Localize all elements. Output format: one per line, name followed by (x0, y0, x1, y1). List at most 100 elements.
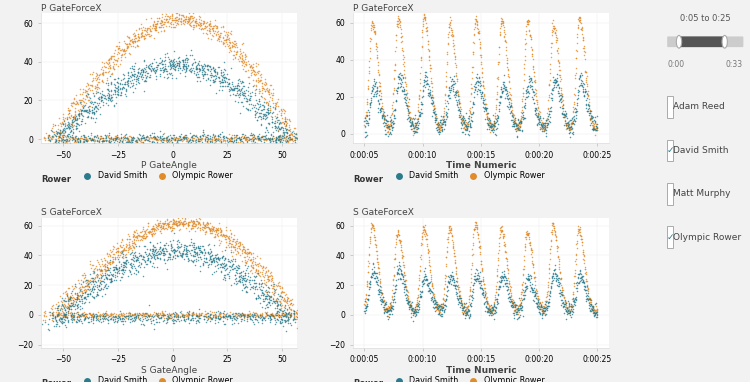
Point (563, 311, 575, 317)
Point (266, 285, 278, 291)
Point (239, 312, 251, 318)
Point (47, 133, 59, 139)
Point (275, 310, 287, 316)
Point (524, 277, 536, 283)
Point (287, 316, 299, 322)
Point (266, 135, 278, 141)
Point (236, 246, 248, 253)
Point (540, 117, 552, 123)
Point (580, 293, 592, 299)
Point (111, 134, 123, 140)
Point (277, 136, 289, 142)
Point (239, 270, 251, 276)
Point (176, 136, 188, 142)
Point (218, 265, 230, 271)
Point (267, 86, 279, 92)
Point (470, 79, 482, 85)
Point (390, 97, 402, 103)
Point (142, 255, 154, 261)
Point (427, 293, 439, 299)
Point (544, 107, 556, 113)
Point (284, 297, 296, 303)
Point (116, 52, 128, 58)
Point (255, 117, 267, 123)
Point (507, 123, 519, 129)
Point (140, 231, 152, 237)
Point (561, 120, 573, 126)
Point (56, 306, 68, 312)
Point (189, 223, 201, 230)
Point (137, 67, 149, 73)
Point (104, 60, 116, 66)
Point (77, 295, 89, 301)
Point (380, 122, 392, 128)
Point (129, 314, 141, 320)
Point (173, 133, 185, 139)
Point (359, 124, 371, 130)
Point (160, 66, 172, 73)
Point (198, 255, 210, 261)
Point (451, 78, 463, 84)
Point (520, 96, 532, 102)
Point (442, 287, 454, 293)
Point (184, 312, 196, 318)
Point (231, 248, 243, 254)
Point (276, 311, 288, 317)
Point (280, 126, 292, 132)
Point (205, 253, 217, 259)
Point (416, 44, 428, 50)
Point (260, 293, 272, 299)
Point (239, 93, 251, 99)
Point (94, 89, 106, 96)
Point (251, 117, 263, 123)
Point (506, 302, 518, 308)
Point (62, 317, 74, 324)
Point (473, 278, 485, 284)
Point (164, 254, 176, 260)
Point (276, 119, 288, 125)
Point (260, 80, 272, 86)
Point (57, 319, 69, 325)
Point (194, 245, 206, 251)
Point (188, 315, 200, 321)
Point (190, 250, 202, 256)
Point (273, 312, 285, 318)
Point (211, 262, 223, 268)
Point (430, 303, 442, 309)
Point (481, 115, 493, 121)
Point (213, 33, 225, 39)
Point (190, 66, 202, 72)
Point (480, 295, 492, 301)
Point (102, 265, 114, 272)
Point (404, 109, 416, 115)
Point (219, 32, 231, 38)
Point (456, 300, 468, 306)
Point (229, 244, 241, 250)
Point (46, 311, 58, 317)
Point (160, 315, 172, 321)
Point (224, 309, 236, 315)
Point (149, 230, 161, 236)
Point (195, 135, 207, 141)
Point (491, 115, 503, 121)
Point (452, 301, 464, 308)
Point (129, 71, 141, 77)
Point (128, 68, 140, 74)
Point (276, 316, 288, 322)
Point (82, 113, 94, 119)
Point (448, 244, 460, 250)
Point (129, 311, 141, 317)
Point (494, 286, 506, 292)
Point (248, 71, 259, 77)
Point (503, 293, 515, 299)
Point (260, 309, 272, 315)
Point (370, 45, 382, 52)
Point (137, 139, 149, 146)
Point (44, 134, 55, 140)
Point (255, 94, 267, 100)
Point (243, 312, 255, 319)
Point (206, 72, 218, 78)
Point (581, 90, 593, 96)
Point (70, 120, 82, 126)
Point (577, 277, 589, 283)
